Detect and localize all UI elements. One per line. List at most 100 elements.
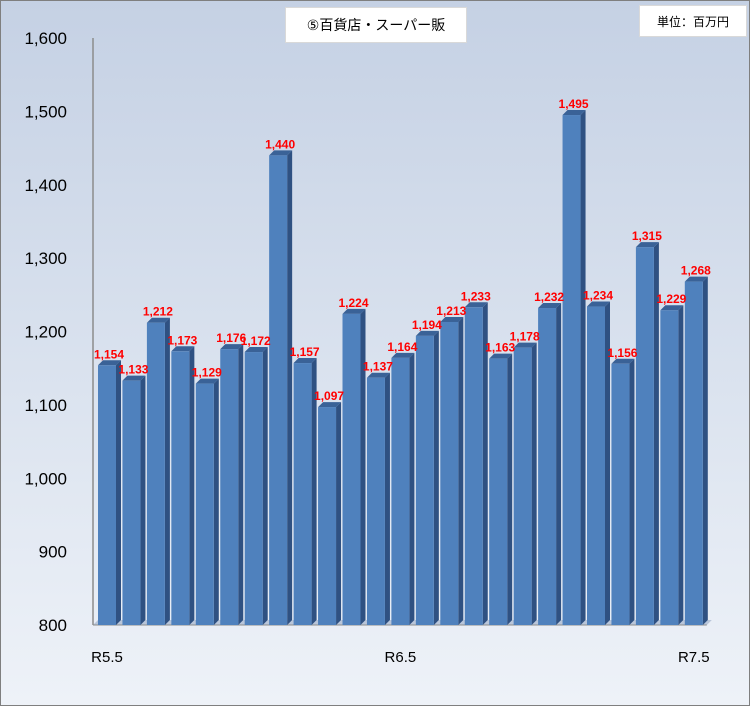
- data-label: 1,232: [534, 290, 564, 304]
- bar-side: [629, 358, 635, 625]
- x-tick-label: R5.5: [91, 649, 123, 666]
- bar-top: [146, 317, 170, 323]
- bar-front: [122, 380, 141, 625]
- bar: [171, 346, 195, 625]
- bar-side: [213, 378, 219, 625]
- y-tick-label: 900: [39, 543, 67, 562]
- bar: [318, 402, 342, 625]
- bar-front: [660, 310, 679, 625]
- data-label: 1,173: [167, 333, 197, 347]
- bar: [269, 150, 293, 625]
- bar: [538, 303, 562, 625]
- bar: [464, 302, 488, 625]
- bar-top: [635, 242, 659, 248]
- bar-side: [409, 352, 415, 625]
- bar: [366, 372, 390, 625]
- bar: [415, 330, 439, 625]
- bar-top: [171, 346, 195, 352]
- bar-top: [587, 301, 610, 307]
- data-label: 1,129: [192, 366, 222, 380]
- bar-top: [391, 352, 415, 358]
- bar-side: [238, 344, 244, 625]
- bar-side: [164, 317, 170, 625]
- bar-top: [660, 305, 684, 311]
- bar-top: [611, 358, 635, 364]
- x-tick-label: R6.5: [385, 649, 417, 666]
- data-label: 1,176: [216, 331, 246, 345]
- bar-top: [562, 110, 586, 116]
- bar-front: [342, 313, 361, 625]
- bar: [220, 344, 244, 625]
- y-tick-label: 1,300: [24, 249, 67, 268]
- unit-label: 単位：百万円: [656, 14, 729, 29]
- data-label: 1,268: [681, 264, 711, 278]
- bar-side: [189, 346, 195, 625]
- bar-top: [293, 358, 317, 364]
- bar-side: [384, 372, 390, 625]
- bar: [146, 317, 170, 625]
- data-label: 1,495: [559, 97, 589, 111]
- bar-top: [220, 344, 244, 350]
- data-label: 1,154: [94, 347, 124, 361]
- bar-side: [360, 308, 366, 625]
- data-label: 1,315: [632, 229, 662, 243]
- bar-top: [415, 330, 439, 336]
- bar: [635, 242, 659, 625]
- bar-front: [415, 335, 434, 625]
- bar-side: [507, 353, 513, 625]
- data-label: 1,194: [412, 318, 442, 332]
- y-tick-label: 1,500: [24, 102, 67, 121]
- bar: [562, 110, 586, 625]
- bar-front: [562, 115, 581, 625]
- data-label: 1,234: [583, 289, 613, 303]
- bar-side: [605, 301, 610, 625]
- bar-side: [678, 305, 684, 625]
- bar-front: [98, 365, 116, 625]
- data-label: 1,229: [656, 292, 686, 306]
- bar-front: [220, 349, 239, 625]
- y-tick-label: 1,000: [24, 469, 67, 488]
- bar-top: [244, 347, 268, 353]
- bar: [98, 360, 121, 625]
- bar-top: [342, 308, 366, 314]
- bar-top: [98, 360, 121, 366]
- data-label: 1,156: [607, 346, 637, 360]
- bar-side: [287, 150, 293, 625]
- bar: [660, 305, 684, 625]
- bar-front: [635, 247, 654, 625]
- bar-top: [513, 342, 537, 348]
- bar: [244, 347, 268, 625]
- bar-front: [684, 281, 703, 625]
- data-label: 1,157: [290, 345, 320, 359]
- bar: [195, 378, 219, 625]
- bar-top: [489, 353, 513, 359]
- data-label: 1,164: [387, 340, 417, 354]
- bar-front: [269, 155, 288, 625]
- bar: [342, 308, 366, 625]
- data-label: 1,163: [485, 341, 515, 355]
- bar-top: [318, 402, 342, 408]
- bar-front: [171, 351, 190, 625]
- data-label: 1,212: [143, 305, 173, 319]
- bar-side: [482, 302, 488, 625]
- bar-side: [653, 242, 659, 625]
- bar-side: [116, 360, 121, 625]
- x-tick-label: R7.5: [678, 649, 710, 666]
- data-label: 1,133: [118, 363, 148, 377]
- bar-top: [440, 316, 464, 322]
- y-tick-label: 1,600: [24, 29, 67, 48]
- bar: [489, 353, 513, 625]
- bar-front: [513, 347, 532, 625]
- bar-front: [195, 383, 214, 625]
- y-tick-label: 1,200: [24, 323, 67, 342]
- bar-side: [702, 276, 708, 625]
- bar-front: [244, 352, 263, 625]
- bar-front: [611, 363, 630, 625]
- bar-side: [580, 110, 586, 625]
- data-label: 1,172: [241, 334, 271, 348]
- data-label: 1,137: [363, 360, 393, 374]
- data-label: 1,224: [338, 296, 368, 310]
- bar-front: [366, 377, 385, 625]
- bar-front: [587, 306, 605, 625]
